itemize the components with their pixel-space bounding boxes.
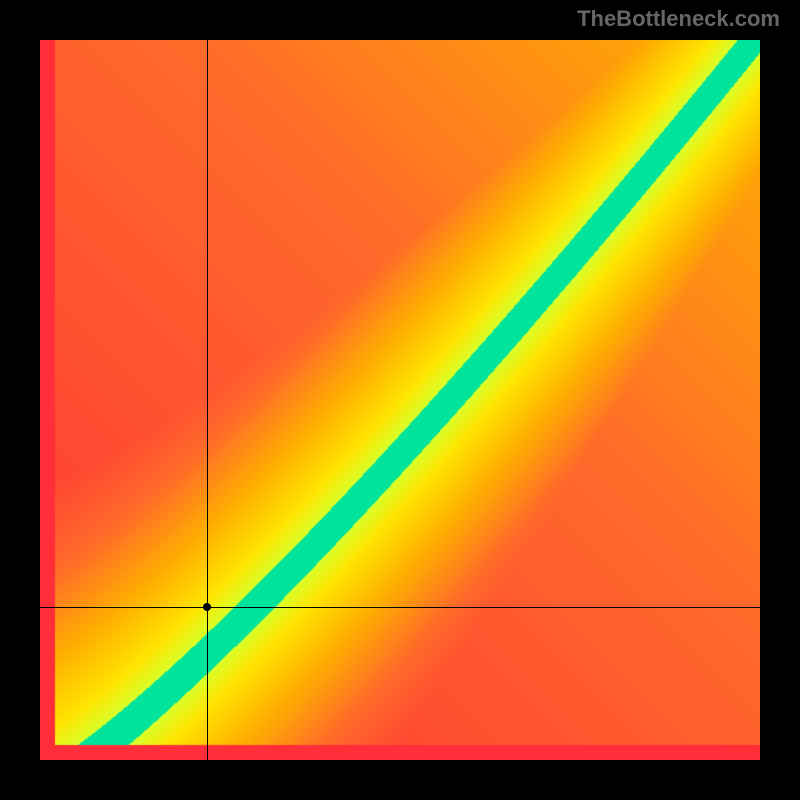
crosshair-marker[interactable]	[203, 603, 211, 611]
heatmap-plot	[40, 40, 760, 760]
heatmap-canvas	[40, 40, 760, 760]
crosshair-horizontal	[40, 607, 760, 608]
watermark-text: TheBottleneck.com	[577, 6, 780, 32]
crosshair-vertical	[207, 40, 208, 760]
